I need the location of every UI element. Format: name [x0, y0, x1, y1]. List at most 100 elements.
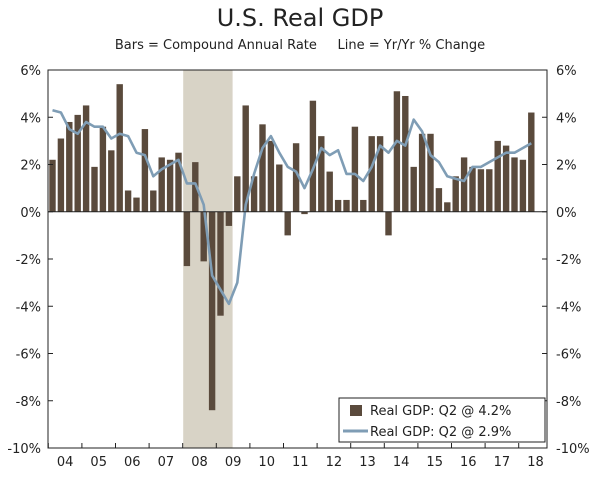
legend-bar-swatch [350, 405, 362, 416]
bar [150, 190, 157, 212]
bar [393, 91, 401, 212]
bar [486, 169, 493, 212]
recession-shading [183, 70, 233, 448]
bar [326, 171, 333, 212]
bar [200, 211, 207, 262]
x-tick-label: 15 [426, 455, 443, 470]
legend-line-label: Real GDP: Q2 @ 2.9% [370, 425, 511, 440]
bar [108, 150, 115, 212]
bar [175, 152, 182, 212]
bar [435, 188, 443, 212]
y-tick-label-left: 0% [20, 206, 41, 221]
y-tick-label-right: 6% [556, 64, 577, 79]
x-tick-label: 12 [326, 455, 343, 470]
x-tick-label: 09 [225, 455, 242, 470]
legend-bar-label: Real GDP: Q2 @ 4.2% [370, 404, 511, 419]
y-tick-label-left: -10% [7, 442, 41, 457]
bar [141, 129, 149, 212]
bar [494, 140, 501, 212]
x-tick-label: 10 [258, 455, 275, 470]
bar [469, 166, 476, 212]
y-tick-label-left: 2% [20, 159, 41, 174]
y-tick-label-right: -6% [556, 348, 581, 363]
bar [225, 211, 233, 226]
chart-title: U.S. Real GDP [216, 4, 384, 32]
y-tick-label-left: -6% [16, 348, 41, 363]
bar [208, 211, 216, 411]
legend: Real GDP: Q2 @ 4.2% Real GDP: Q2 @ 2.9% [338, 397, 546, 443]
y-tick-label-left: -8% [16, 395, 41, 410]
bar [217, 211, 224, 316]
bar [158, 157, 165, 212]
bar [427, 133, 434, 212]
bar [267, 140, 275, 212]
bar [452, 176, 459, 212]
x-tick-label: 06 [124, 455, 141, 470]
bar [444, 202, 451, 212]
bar [519, 159, 527, 212]
bar [91, 166, 98, 212]
y-tick-label-right: -8% [556, 395, 581, 410]
bar [309, 100, 317, 212]
bar [410, 166, 417, 212]
bar [502, 145, 510, 212]
x-tick-label: 14 [393, 455, 410, 470]
chart-subtitle: Bars = Compound Annual Rate Line = Yr/Yr… [114, 38, 486, 53]
bar [292, 143, 300, 212]
x-tick-label: 07 [158, 455, 175, 470]
bar [166, 159, 174, 212]
bar [74, 114, 81, 212]
bar [376, 136, 384, 212]
bar [528, 112, 535, 212]
bar [49, 159, 56, 212]
y-tick-label-right: -10% [556, 442, 590, 457]
bar [116, 84, 123, 212]
bar [124, 190, 132, 212]
y-tick-label-left: 4% [20, 111, 41, 126]
bar [259, 124, 266, 212]
y-tick-label-left: -4% [16, 300, 41, 315]
bar [460, 157, 468, 212]
bar [242, 105, 249, 212]
bar [276, 164, 283, 212]
x-tick-label: 18 [527, 455, 544, 470]
bar [318, 136, 325, 212]
x-tick-label: 13 [359, 455, 376, 470]
bar [192, 162, 199, 212]
y-tick-label-left: -2% [16, 253, 41, 268]
bar [477, 169, 485, 212]
bar [99, 126, 107, 212]
bar [418, 133, 426, 212]
x-tick-label: 17 [494, 455, 511, 470]
yoy-line [52, 108, 532, 306]
bar [334, 199, 342, 212]
bar [250, 176, 258, 212]
y-tick-label-right: 0% [556, 206, 577, 221]
x-tick-label: 04 [57, 455, 74, 470]
legend-box [338, 397, 546, 443]
bar [66, 121, 73, 212]
bar [82, 105, 90, 212]
y-tick-label-right: 4% [556, 111, 577, 126]
bar [511, 157, 518, 212]
bar [284, 211, 291, 236]
y-tick-label-right: -4% [556, 300, 581, 315]
x-tick-label: 16 [460, 455, 477, 470]
bar [343, 199, 350, 212]
bar [360, 199, 367, 212]
bar [301, 211, 308, 215]
x-tick-label: 05 [90, 455, 107, 470]
bar [234, 176, 241, 212]
bar [133, 197, 140, 212]
bar [183, 211, 191, 267]
y-tick-label-right: 2% [556, 159, 577, 174]
bar [402, 95, 409, 212]
bar [57, 138, 65, 212]
bar [368, 136, 375, 212]
y-tick-label-right: -2% [556, 253, 581, 268]
bar [385, 211, 392, 236]
x-tick-label: 11 [292, 455, 309, 470]
bar [351, 126, 359, 212]
x-tick-label: 08 [191, 455, 208, 470]
